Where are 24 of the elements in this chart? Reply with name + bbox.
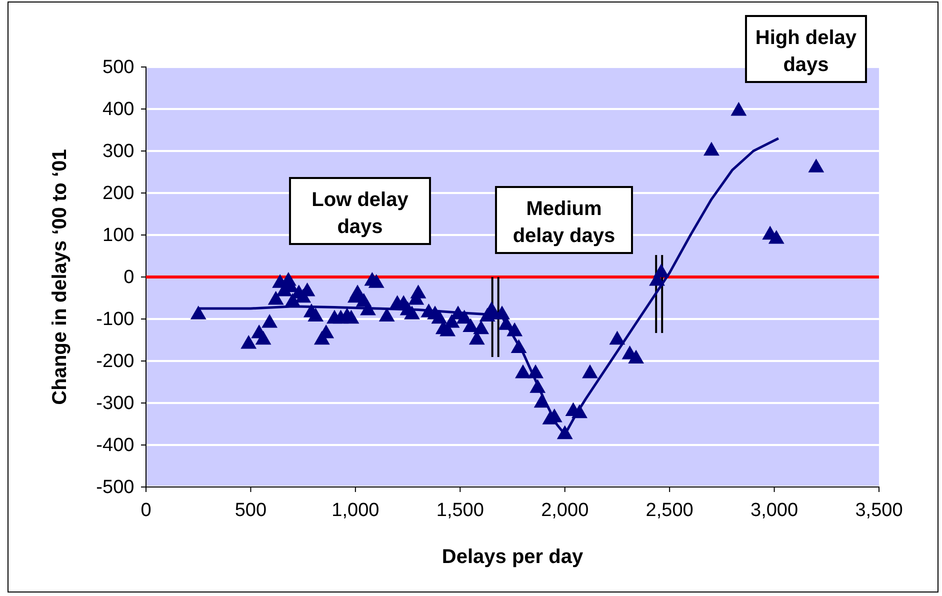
y-tick-label: -500: [96, 477, 134, 498]
y-tick-label: 100: [102, 225, 134, 246]
y-tick-label: -100: [96, 309, 134, 330]
x-tick-label: 3,500: [855, 500, 903, 521]
x-tick-label: 0: [140, 500, 152, 521]
x-tick-label: 2,500: [646, 500, 694, 521]
x-tick-label: 500: [234, 500, 267, 521]
annotation: Medium delay days: [512, 198, 616, 247]
y-tick-label: 0: [124, 267, 134, 288]
y-axis-title: Change in delays ‘00 to ‘01: [49, 149, 71, 405]
x-tick-label: 3,000: [750, 500, 798, 521]
x-tick-label: 1,000: [332, 500, 380, 521]
x-tick-label: 2,000: [541, 500, 589, 521]
y-tick-label: 200: [102, 183, 134, 204]
x-tick-label: 1,500: [436, 500, 484, 521]
y-tick-label: 500: [102, 57, 134, 78]
y-tick-label: 400: [102, 99, 134, 120]
y-tick-label: -400: [96, 435, 134, 456]
y-tick-label: -200: [96, 351, 134, 372]
annotation: Low delay days: [312, 189, 410, 238]
y-tick-label: 300: [102, 141, 134, 162]
annotation: High delay days: [755, 27, 858, 76]
x-axis-title: Delays per day: [442, 546, 584, 568]
y-tick-label: -300: [96, 393, 134, 414]
